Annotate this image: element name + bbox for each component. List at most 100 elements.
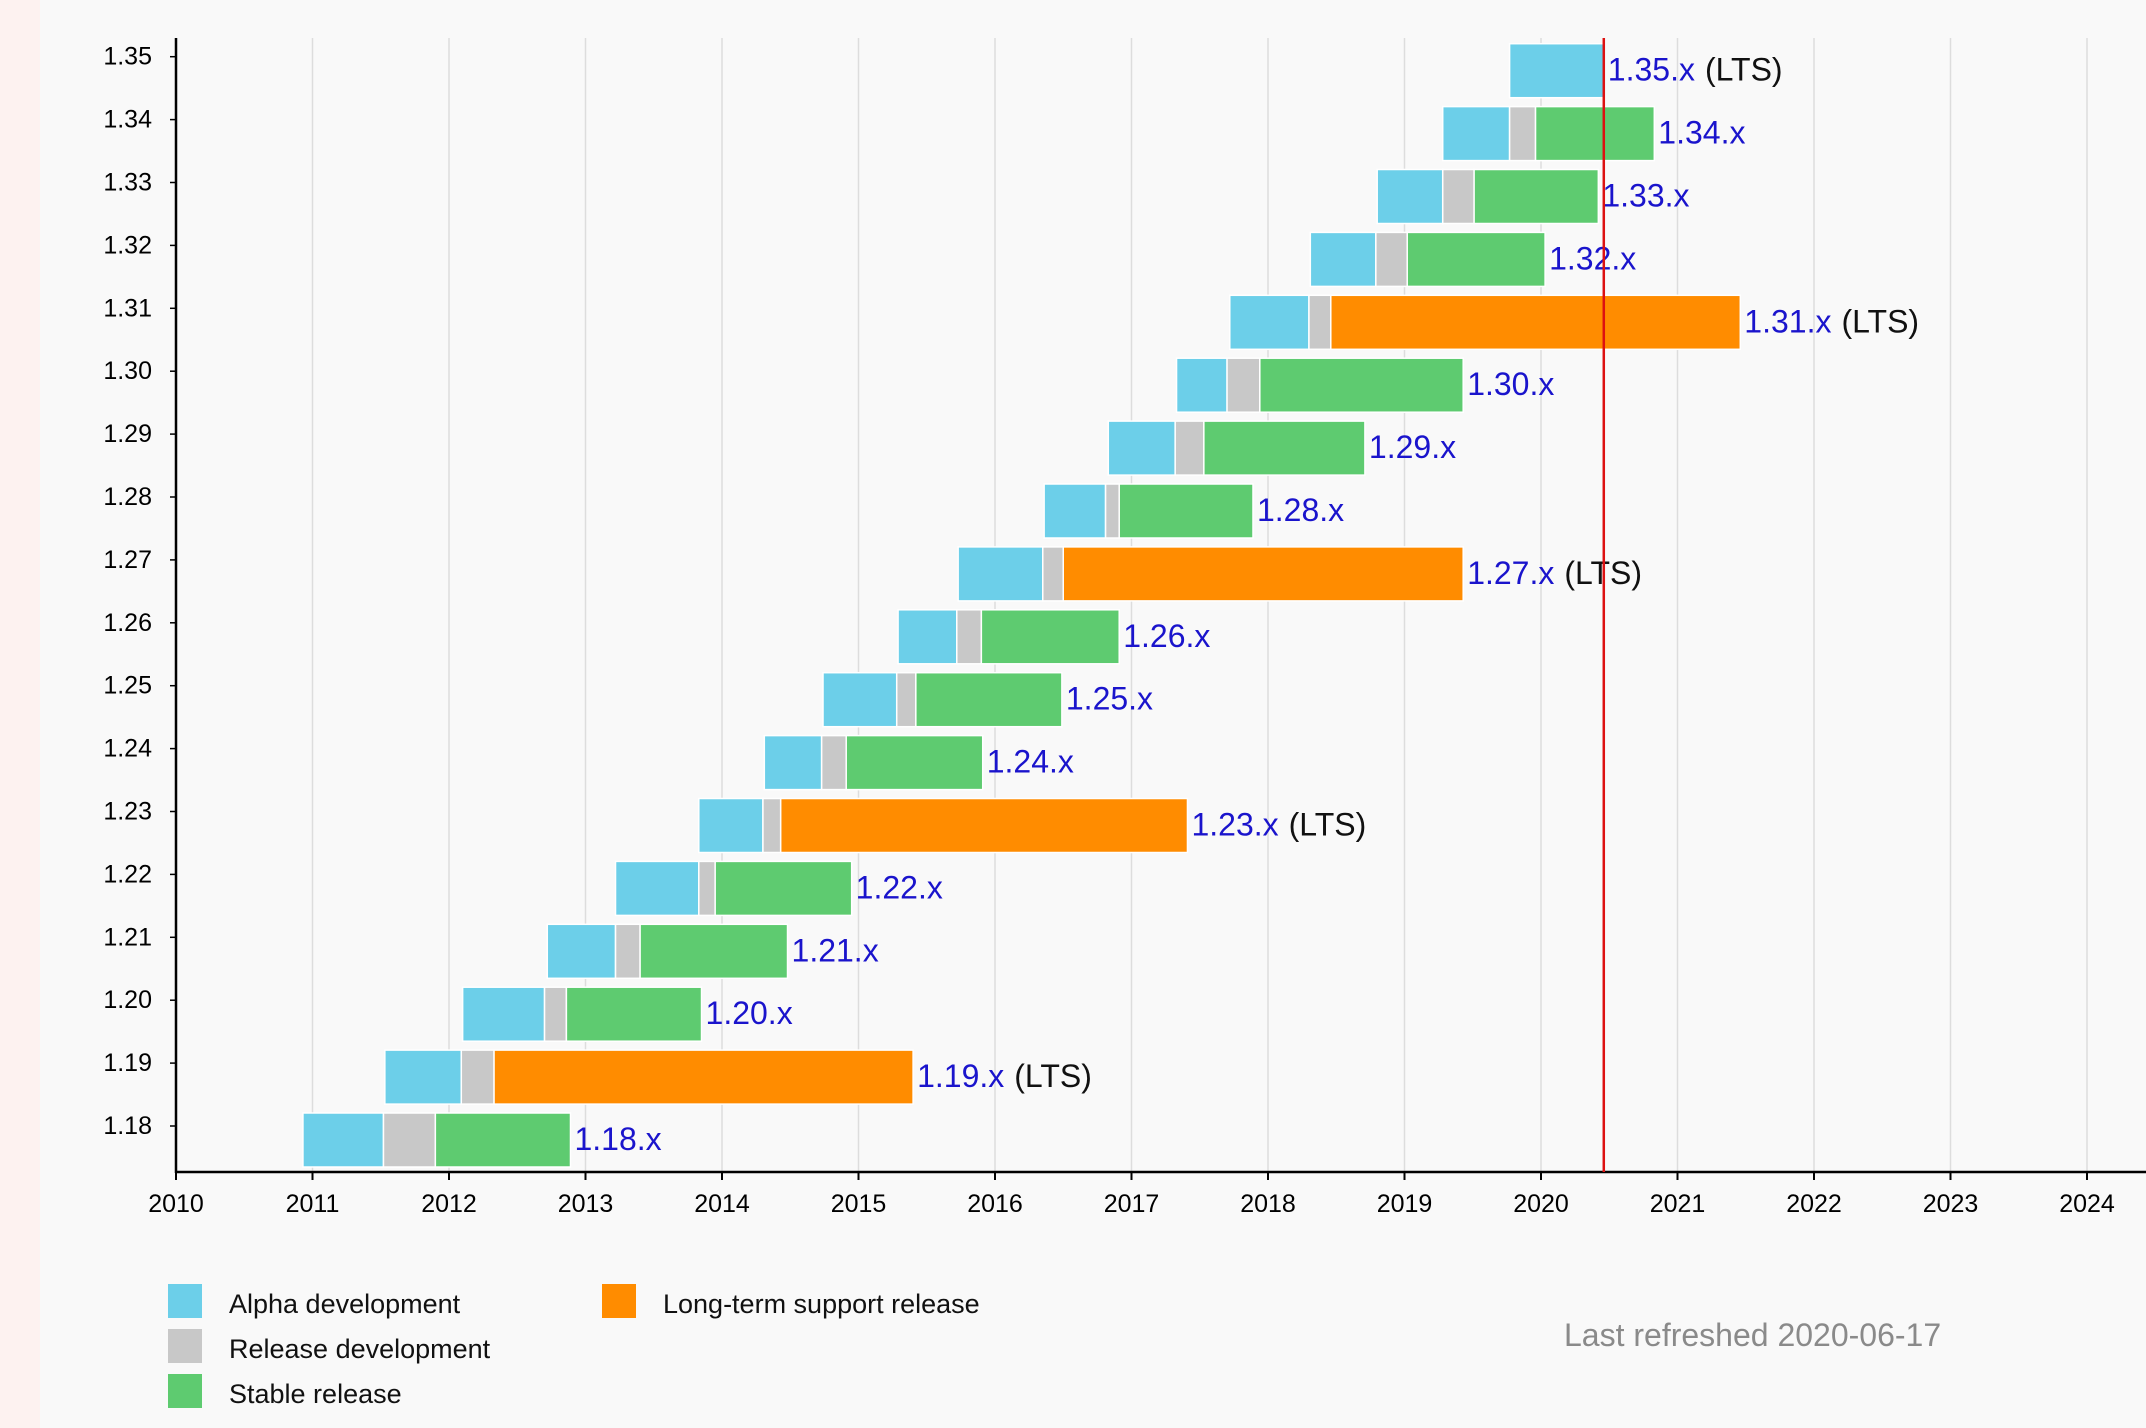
version-label-text: 1.33.x [1602, 178, 1689, 214]
bar-stable-1.24 [845, 734, 984, 791]
bar-alpha-1.28 [1043, 483, 1107, 539]
bar-alpha-1.21 [546, 923, 617, 980]
y-tick-label-1.24: 1.24 [103, 735, 152, 763]
bar-alpha-1.35 [1508, 42, 1605, 99]
y-tick-label-1.26: 1.26 [103, 609, 152, 637]
version-label-1.27: 1.27.x (LTS) [1467, 555, 1642, 591]
lts-suffix: (LTS) [1014, 1058, 1092, 1094]
version-label-1.33: 1.33.x [1602, 178, 1689, 214]
y-tick-label-1.30: 1.30 [103, 357, 152, 385]
version-label-text: 1.32.x [1549, 240, 1636, 276]
x-tick-label-2021: 2021 [1650, 1190, 1706, 1218]
bar-alpha-1.31 [1229, 294, 1310, 351]
bar-release-1.33 [1441, 168, 1475, 225]
bar-lts-1.23 [779, 797, 1189, 854]
bar-alpha-1.33 [1376, 168, 1444, 225]
bar-stable-1.28 [1118, 483, 1254, 539]
version-label-1.28: 1.28.x [1257, 492, 1344, 528]
version-label-text: 1.25.x [1066, 681, 1153, 717]
y-tick-label-1.18: 1.18 [103, 1112, 152, 1140]
y-tick-label-1.34: 1.34 [103, 106, 152, 134]
legend-label-alpha: Alpha development [229, 1289, 461, 1319]
bar-release-1.21 [614, 923, 641, 980]
version-label-1.25: 1.25.x [1066, 681, 1153, 717]
version-label-text: 1.19.x [917, 1058, 1004, 1094]
bar-release-1.29 [1174, 420, 1205, 476]
bar-stable-1.29 [1203, 420, 1366, 476]
gridlines [311, 38, 2088, 1172]
y-tick-label-1.31: 1.31 [103, 294, 152, 322]
bar-release-1.24 [820, 734, 847, 791]
version-label-1.20: 1.20.x [706, 995, 793, 1031]
bar-release-1.28 [1104, 483, 1120, 539]
last-refreshed-text: Last refreshed 2020-06-17 [1564, 1317, 1941, 1353]
x-tick-label-2010: 2010 [148, 1190, 204, 1218]
bar-release-1.23 [762, 797, 782, 854]
y-tick-label-1.35: 1.35 [103, 43, 152, 71]
x-tick-label-2014: 2014 [694, 1190, 750, 1218]
release-timeline-chart: 2010 2011 2012 2013 2014 2015 2016 2017 2018 2019… [103, 38, 2146, 1409]
version-label-1.26: 1.26.x [1123, 618, 1210, 654]
y-tick-label-1.29: 1.29 [103, 420, 152, 448]
y-tick-label-1.20: 1.20 [103, 986, 152, 1014]
y-tick-label-1.22: 1.22 [103, 860, 152, 888]
version-label-1.34: 1.34.x [1658, 115, 1745, 151]
version-label-1.35: 1.35.x (LTS) [1608, 52, 1783, 88]
chart-panel: 2010 2011 2012 2013 2014 2015 2016 2017 2018 2019… [40, 0, 2146, 1428]
bar-stable-1.21 [639, 923, 789, 980]
legend-swatch-stable [168, 1374, 202, 1408]
x-tick-label-2018: 2018 [1240, 1190, 1296, 1218]
bar-stable-1.18 [434, 1112, 572, 1168]
version-label-1.29: 1.29.x [1369, 429, 1456, 465]
lts-suffix: (LTS) [1705, 52, 1783, 88]
y-tick-label-1.28: 1.28 [103, 483, 152, 511]
bar-release-1.26 [956, 609, 983, 665]
version-label-1.30: 1.30.x [1467, 366, 1554, 402]
version-label-text: 1.31.x [1744, 303, 1831, 339]
bar-alpha-1.27 [957, 546, 1044, 602]
bar-alpha-1.25 [822, 671, 898, 728]
legend-label-release: Release development [229, 1334, 491, 1364]
legend: Alpha development Release development Stab… [168, 1284, 980, 1409]
x-tick-label-2019: 2019 [1377, 1190, 1433, 1218]
x-tick-label-2022: 2022 [1786, 1190, 1842, 1218]
x-tick-label-2020: 2020 [1513, 1190, 1569, 1218]
x-tick-label-2016: 2016 [967, 1190, 1023, 1218]
bar-stable-1.32 [1406, 231, 1546, 288]
version-label-1.32: 1.32.x [1549, 240, 1636, 276]
version-label-text: 1.18.x [574, 1121, 661, 1157]
version-label-text: 1.20.x [706, 995, 793, 1031]
bar-alpha-1.20 [461, 986, 546, 1042]
bar-stable-1.22 [714, 860, 853, 917]
version-label-1.23: 1.23.x (LTS) [1191, 807, 1366, 843]
bar-alpha-1.26 [897, 609, 958, 665]
legend-swatch-alpha [168, 1284, 202, 1318]
version-labels: 1.18.x 1.19.x (LTS) 1.20.x 1.21.x 1.22.x 1.23.… [574, 52, 1919, 1157]
y-tick-label-1.25: 1.25 [103, 672, 152, 700]
version-label-1.21: 1.21.x [792, 932, 879, 968]
version-label-1.31: 1.31.x (LTS) [1744, 303, 1919, 339]
y-tick-label-1.27: 1.27 [103, 546, 152, 574]
legend-label-stable: Stable release [229, 1379, 402, 1409]
x-tick-label-2011: 2011 [286, 1190, 340, 1218]
bar-release-1.19 [460, 1049, 495, 1105]
bar-alpha-1.29 [1107, 420, 1176, 476]
version-label-1.22: 1.22.x [856, 869, 943, 905]
bar-stable-1.20 [565, 986, 703, 1042]
version-label-text: 1.34.x [1658, 115, 1745, 151]
bar-lts-1.31 [1330, 294, 1742, 351]
y-tick-label-1.19: 1.19 [103, 1049, 152, 1077]
version-label-text: 1.28.x [1257, 492, 1344, 528]
bar-stable-1.25 [915, 671, 1063, 728]
bar-release-1.34 [1508, 105, 1537, 162]
bar-release-1.31 [1308, 294, 1332, 351]
version-label-text: 1.21.x [792, 932, 879, 968]
y-tick-label-1.33: 1.33 [103, 169, 152, 197]
bar-alpha-1.18 [302, 1112, 385, 1168]
x-tick-label-2015: 2015 [831, 1190, 887, 1218]
version-label-text: 1.35.x [1608, 52, 1695, 88]
x-tick-label-2024: 2024 [2059, 1190, 2115, 1218]
bar-release-1.25 [895, 671, 917, 728]
version-label-text: 1.26.x [1123, 618, 1210, 654]
version-label-text: 1.23.x [1191, 807, 1278, 843]
